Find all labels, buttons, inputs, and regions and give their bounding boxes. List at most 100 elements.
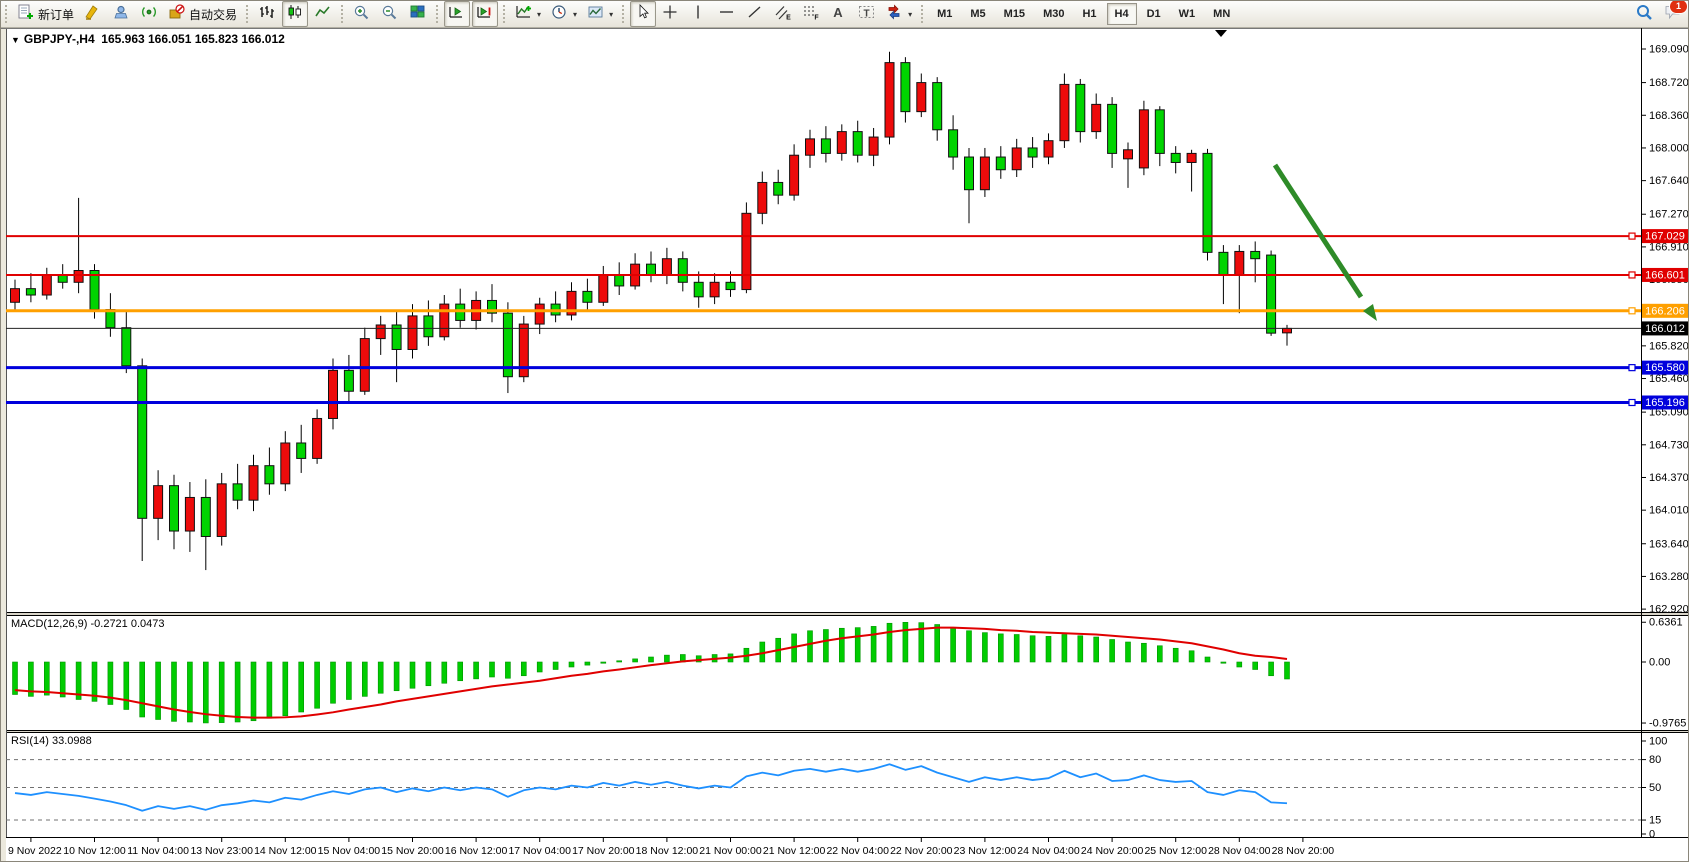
svg-text:T: T	[864, 8, 870, 19]
candle	[216, 483, 227, 537]
candle	[677, 258, 688, 283]
svg-text:0: 0	[1649, 829, 1655, 841]
new-order-button[interactable]: 新订单	[13, 1, 78, 27]
crosshair-button[interactable]	[658, 1, 684, 27]
svg-text:166.206: 166.206	[1645, 305, 1685, 317]
text-icon: A	[830, 4, 848, 25]
signals-button[interactable]	[136, 1, 162, 27]
svg-text:24 Nov 04:00: 24 Nov 04:00	[1017, 845, 1080, 857]
chart-title: ▼ GBPJPY-,H4 165.963 166.051 165.823 166.…	[11, 32, 285, 46]
candle	[439, 303, 450, 338]
timeframe-h1-button[interactable]: H1	[1082, 8, 1097, 20]
trendline-icon	[746, 4, 764, 25]
chevron-down-icon[interactable]: ▾	[908, 9, 913, 19]
candle	[25, 288, 36, 296]
toolbar-separator	[503, 5, 506, 23]
price-tag-166.012: 166.012	[1642, 321, 1688, 336]
svg-text:18 Nov 12:00: 18 Nov 12:00	[636, 845, 699, 857]
svg-text:166.601: 166.601	[1645, 269, 1685, 281]
timeframe-d1-button[interactable]: D1	[1146, 8, 1161, 20]
candle	[200, 496, 211, 537]
indicators-button[interactable]: ▾	[511, 1, 545, 27]
bar-chart-button[interactable]	[254, 1, 280, 27]
chart-bars-icon	[258, 4, 276, 25]
chart-shift-button[interactable]	[472, 1, 499, 27]
title-collapse-icon[interactable]: ▼	[11, 35, 20, 45]
candle	[10, 288, 20, 303]
candle	[280, 442, 291, 485]
svg-text:F: F	[814, 14, 819, 20]
text-label-button[interactable]: T	[854, 1, 880, 27]
candle	[995, 156, 1006, 171]
cursor-button[interactable]	[630, 1, 657, 27]
svg-text:22 Nov 20:00: 22 Nov 20:00	[890, 845, 953, 857]
tile-windows-icon	[409, 4, 427, 25]
notifications-button[interactable]: 1	[1664, 1, 1688, 25]
svg-text:164.730: 164.730	[1649, 439, 1689, 451]
svg-text:23 Nov 12:00: 23 Nov 12:00	[954, 845, 1017, 857]
candle	[312, 417, 323, 459]
svg-text:22 Nov 04:00: 22 Nov 04:00	[826, 845, 889, 857]
timeframe-m15-button[interactable]: M15	[1003, 8, 1026, 20]
chart-symbol-period: GBPJPY-,H4	[23, 32, 95, 46]
autotrade-icon	[168, 3, 186, 25]
timeframe-m5-button[interactable]: M5	[970, 8, 986, 20]
styles-button[interactable]	[80, 1, 106, 27]
community-button[interactable]	[108, 1, 134, 27]
zoom-in-icon	[353, 4, 371, 25]
timeframe-mn-button[interactable]: MN	[1213, 8, 1231, 20]
search-icon[interactable]	[1636, 4, 1654, 25]
trend-arrow[interactable]	[1272, 163, 1377, 321]
channel-button[interactable]: E	[770, 1, 796, 27]
price-axis[interactable]: 169.090 168.720 168.360 168.000 167.640 167.2…	[1641, 28, 1689, 841]
svg-text:10 Nov 12:00: 10 Nov 12:00	[63, 845, 126, 857]
candle	[773, 181, 784, 196]
svg-text:166.910: 166.910	[1649, 241, 1689, 253]
candlestick-chart-button[interactable]	[282, 1, 309, 27]
candle	[487, 299, 497, 314]
text-button[interactable]: A	[826, 1, 852, 27]
svg-text:0.00: 0.00	[1649, 657, 1670, 669]
autotrade-button[interactable]: 自动交易	[164, 1, 241, 27]
zoom-in-button[interactable]	[349, 1, 375, 27]
candle	[534, 303, 545, 325]
candle	[184, 496, 195, 532]
vertical-line-button[interactable]	[686, 1, 712, 27]
trendline-button[interactable]	[742, 1, 768, 27]
time-axis[interactable]: 9 Nov 2022 10 Nov 12:00 11 Nov 04:00 13 Nov…	[8, 837, 1334, 857]
candle	[1234, 250, 1245, 276]
pane-separators[interactable]	[1, 28, 1689, 838]
price-tag-165.196: 165.196	[1642, 395, 1688, 410]
shift-marker-icon[interactable]	[1215, 30, 1227, 37]
candle	[343, 369, 354, 392]
horizontal-line-button[interactable]	[714, 1, 740, 27]
signals-icon	[140, 4, 158, 25]
svg-text:167.270: 167.270	[1649, 209, 1689, 221]
chevron-down-icon[interactable]: ▾	[609, 9, 614, 19]
periods-button[interactable]: ▾	[547, 1, 581, 27]
candle	[121, 327, 132, 367]
timeframe-m1-button[interactable]: M1	[937, 8, 953, 20]
channel-icon: E	[774, 4, 792, 25]
timeframe-w1-button[interactable]: W1	[1178, 8, 1196, 20]
timeframe-h4-button[interactable]: H4	[1106, 3, 1137, 25]
svg-text:28 Nov 04:00: 28 Nov 04:00	[1208, 845, 1271, 857]
horizontal-line-icon	[718, 4, 736, 25]
line-chart-button[interactable]	[310, 1, 336, 27]
timeframe-m30-button[interactable]: M30	[1043, 8, 1065, 20]
arrows-icon	[886, 4, 904, 25]
auto-scroll-button[interactable]	[444, 1, 471, 27]
chevron-down-icon[interactable]: ▾	[573, 9, 578, 19]
tile-windows-button[interactable]	[405, 1, 431, 27]
brush-icon	[84, 4, 102, 25]
arrows-button[interactable]: ▾	[882, 1, 916, 27]
candle	[884, 62, 895, 138]
templates-button[interactable]: ▾	[583, 1, 617, 27]
toolbar-group-chart-type	[253, 1, 337, 27]
chevron-down-icon[interactable]: ▾	[537, 9, 542, 19]
chart-candles-icon	[286, 4, 304, 25]
fibonacci-button[interactable]: F	[798, 1, 824, 27]
zoom-out-button[interactable]	[377, 1, 403, 27]
svg-text:A: A	[833, 5, 843, 20]
